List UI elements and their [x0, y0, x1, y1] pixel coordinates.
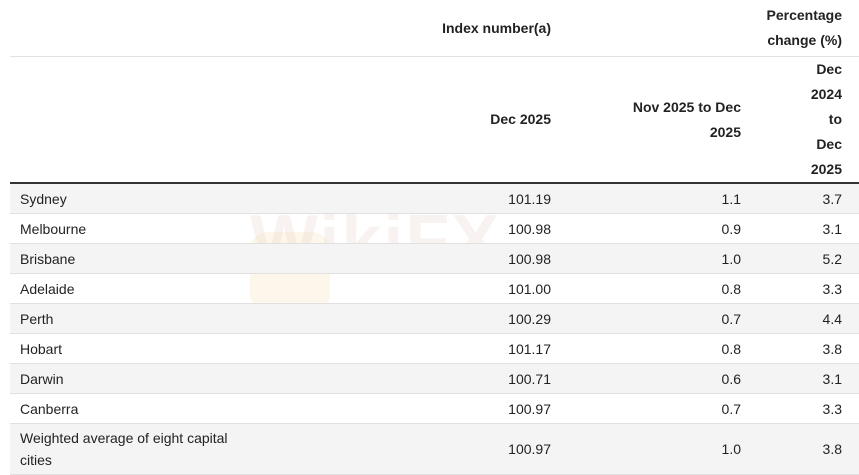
monthly-change-cell: 1.0 — [558, 243, 753, 274]
monthly-change-cell: 0.7 — [558, 393, 753, 424]
header-city — [10, 56, 275, 184]
table-row: Canberra 100.97 0.7 3.3 — [10, 393, 859, 424]
index-cell: 100.71 — [275, 363, 558, 394]
header-spacer — [558, 0, 753, 57]
city-cell: Brisbane — [10, 243, 275, 274]
table-row: Sydney 101.19 1.1 3.7 — [10, 183, 859, 214]
monthly-change-cell: 0.7 — [558, 303, 753, 334]
price-index-table: Index number(a) Percentage change (%) De… — [10, 0, 859, 475]
monthly-change-cell: 0.9 — [558, 213, 753, 244]
index-cell: 101.00 — [275, 273, 558, 304]
annual-change-cell: 3.3 — [753, 393, 859, 424]
index-cell: 100.98 — [275, 213, 558, 244]
index-cell: 100.29 — [275, 303, 558, 334]
annual-change-cell: 3.8 — [753, 333, 859, 364]
annual-change-cell: 3.8 — [753, 423, 859, 475]
city-cell: Perth — [10, 303, 275, 334]
header-row-columns: Dec 2025 Nov 2025 to Dec 2025 Dec 2024 t… — [10, 56, 859, 184]
monthly-change-cell: 1.0 — [558, 423, 753, 475]
table-row: Darwin 100.71 0.6 3.1 — [10, 363, 859, 394]
annual-change-cell: 3.1 — [753, 363, 859, 394]
index-cell: 100.97 — [275, 423, 558, 475]
header-row-group: Index number(a) Percentage change (%) — [10, 0, 859, 57]
header-annual-change: Dec 2024 to Dec 2025 — [753, 56, 859, 184]
city-cell: Sydney — [10, 183, 275, 214]
city-cell: Melbourne — [10, 213, 275, 244]
table-row: Brisbane 100.98 1.0 5.2 — [10, 243, 859, 274]
index-cell: 100.97 — [275, 393, 558, 424]
annual-change-cell: 3.1 — [753, 213, 859, 244]
header-index-group: Index number(a) — [275, 0, 558, 57]
monthly-change-cell: 0.8 — [558, 333, 753, 364]
annual-change-cell: 3.3 — [753, 273, 859, 304]
header-pct-group: Percentage change (%) — [753, 0, 859, 57]
city-cell: Adelaide — [10, 273, 275, 304]
city-cell: Darwin — [10, 363, 275, 394]
table-row: Perth 100.29 0.7 4.4 — [10, 303, 859, 334]
header-monthly-change: Nov 2025 to Dec 2025 — [558, 56, 753, 184]
index-cell: 101.19 — [275, 183, 558, 214]
table-row: Hobart 101.17 0.8 3.8 — [10, 333, 859, 364]
annual-change-cell: 3.7 — [753, 183, 859, 214]
monthly-change-cell: 0.8 — [558, 273, 753, 304]
table-row: Melbourne 100.98 0.9 3.1 — [10, 213, 859, 244]
city-cell: Weighted average of eight capital cities — [10, 423, 275, 475]
header-empty — [10, 0, 275, 57]
header-dec-2025: Dec 2025 — [275, 56, 558, 184]
monthly-change-cell: 1.1 — [558, 183, 753, 214]
city-cell: Canberra — [10, 393, 275, 424]
table-row: Adelaide 101.00 0.8 3.3 — [10, 273, 859, 304]
table-row: Weighted average of eight capital cities… — [10, 423, 859, 475]
annual-change-cell: 5.2 — [753, 243, 859, 274]
monthly-change-cell: 0.6 — [558, 363, 753, 394]
annual-change-cell: 4.4 — [753, 303, 859, 334]
index-cell: 100.98 — [275, 243, 558, 274]
city-cell: Hobart — [10, 333, 275, 364]
index-cell: 101.17 — [275, 333, 558, 364]
